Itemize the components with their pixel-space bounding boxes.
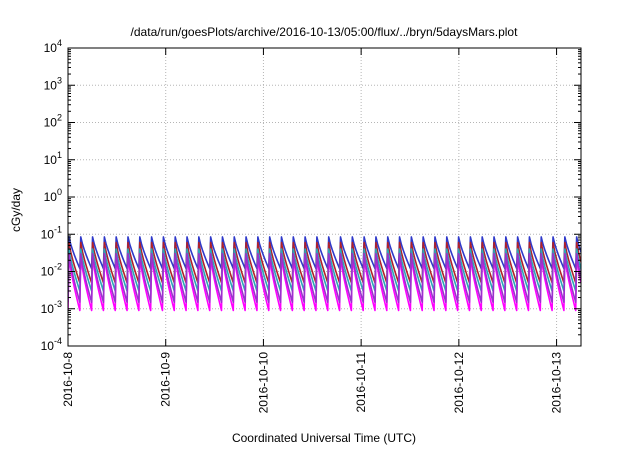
tick-marks — [67, 47, 581, 347]
series-line-3 — [68, 248, 581, 292]
y-tick-label: 102 — [44, 113, 62, 130]
y-tick-label: 103 — [44, 75, 62, 92]
series-line-2 — [68, 241, 581, 284]
x-axis-label: Coordinated Universal Time (UTC) — [232, 431, 416, 445]
x-tick-label: 2016-10-9 — [159, 352, 173, 407]
series-line-4 — [68, 255, 581, 312]
x-tick-labels: 2016-10-8 2016-10-9 2016-10-10 2016-10-11 20… — [61, 352, 564, 414]
y-tick-label: 104 — [44, 38, 62, 55]
x-tick-label: 2016-10-13 — [550, 352, 564, 414]
y-tick-label: 10-1 — [41, 224, 62, 241]
y-tick-label: 101 — [44, 150, 62, 167]
y-tick-label: 100 — [44, 187, 62, 204]
y-tick-label: 10-4 — [41, 336, 62, 353]
x-tick-label: 2016-10-8 — [61, 352, 75, 407]
x-tick-label: 2016-10-10 — [256, 352, 270, 414]
series-layer — [68, 236, 581, 312]
x-tick-label: 2016-10-11 — [354, 352, 368, 413]
series-line-1 — [68, 236, 581, 270]
y-axis-label: cGy/day — [9, 188, 23, 232]
y-tick-labels: 10-4 10-3 10-2 10-1 100 101 102 103 104 — [41, 38, 62, 353]
series-line-5 — [68, 252, 581, 303]
chart-title: /data/run/goesPlots/archive/2016-10-13/0… — [131, 25, 519, 39]
y-tick-label: 10-3 — [41, 299, 62, 316]
y-tick-label: 10-2 — [41, 262, 62, 279]
x-tick-label: 2016-10-12 — [452, 352, 466, 414]
